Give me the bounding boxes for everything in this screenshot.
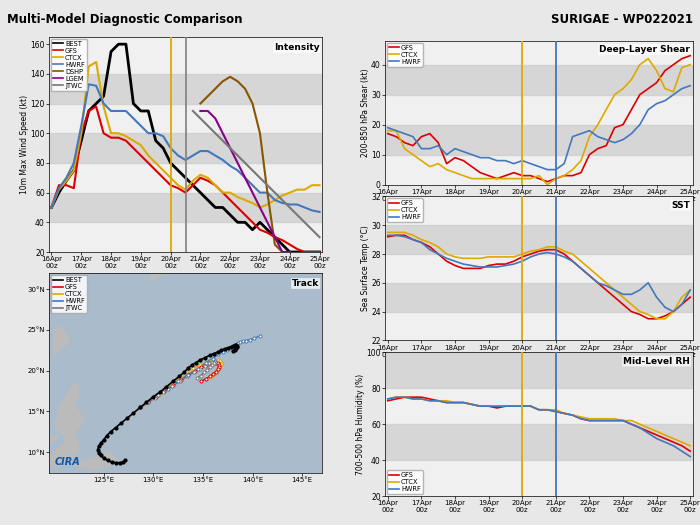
Text: Track: Track (292, 279, 319, 288)
Text: Deep-Layer Shear: Deep-Layer Shear (599, 45, 690, 54)
Bar (385, 124, 693, 155)
Text: CIRA: CIRA (55, 457, 80, 467)
Bar (385, 424, 693, 460)
Text: Multi-Model Diagnostic Comparison: Multi-Model Diagnostic Comparison (7, 13, 242, 26)
Legend: GFS, CTCX, HWRF: GFS, CTCX, HWRF (387, 198, 423, 223)
Y-axis label: 10m Max Wind Speed (kt): 10m Max Wind Speed (kt) (20, 95, 29, 194)
Bar (49, 193, 322, 222)
Polygon shape (44, 383, 84, 468)
Legend: BEST, GFS, CTCX, HWRF, DSHP, LGEM, JTWC: BEST, GFS, CTCX, HWRF, DSHP, LGEM, JTWC (51, 39, 87, 91)
Bar (49, 133, 322, 163)
Bar (385, 352, 693, 388)
Bar (385, 283, 693, 311)
Text: Mid-Level RH: Mid-Level RH (623, 356, 690, 365)
Text: Intensity: Intensity (274, 43, 319, 52)
Y-axis label: 200-850 hPa Shear (kt): 200-850 hPa Shear (kt) (360, 68, 370, 157)
Text: SURIGAE - WP022021: SURIGAE - WP022021 (551, 13, 693, 26)
Polygon shape (148, 265, 168, 281)
Polygon shape (54, 326, 69, 354)
Legend: GFS, CTCX, HWRF: GFS, CTCX, HWRF (387, 43, 423, 67)
Legend: BEST, GFS, CTCX, HWRF, JTWC: BEST, GFS, CTCX, HWRF, JTWC (51, 275, 87, 313)
Bar (385, 65, 693, 94)
Legend: GFS, CTCX, HWRF: GFS, CTCX, HWRF (387, 470, 423, 494)
Text: SST: SST (671, 201, 690, 210)
Polygon shape (74, 452, 118, 470)
Bar (49, 74, 322, 103)
Bar (385, 225, 693, 254)
Y-axis label: 700-500 hPa Humidity (%): 700-500 hPa Humidity (%) (356, 374, 365, 475)
Y-axis label: Sea Surface Temp (°C): Sea Surface Temp (°C) (360, 226, 370, 311)
Polygon shape (163, 248, 232, 261)
Polygon shape (39, 436, 59, 452)
